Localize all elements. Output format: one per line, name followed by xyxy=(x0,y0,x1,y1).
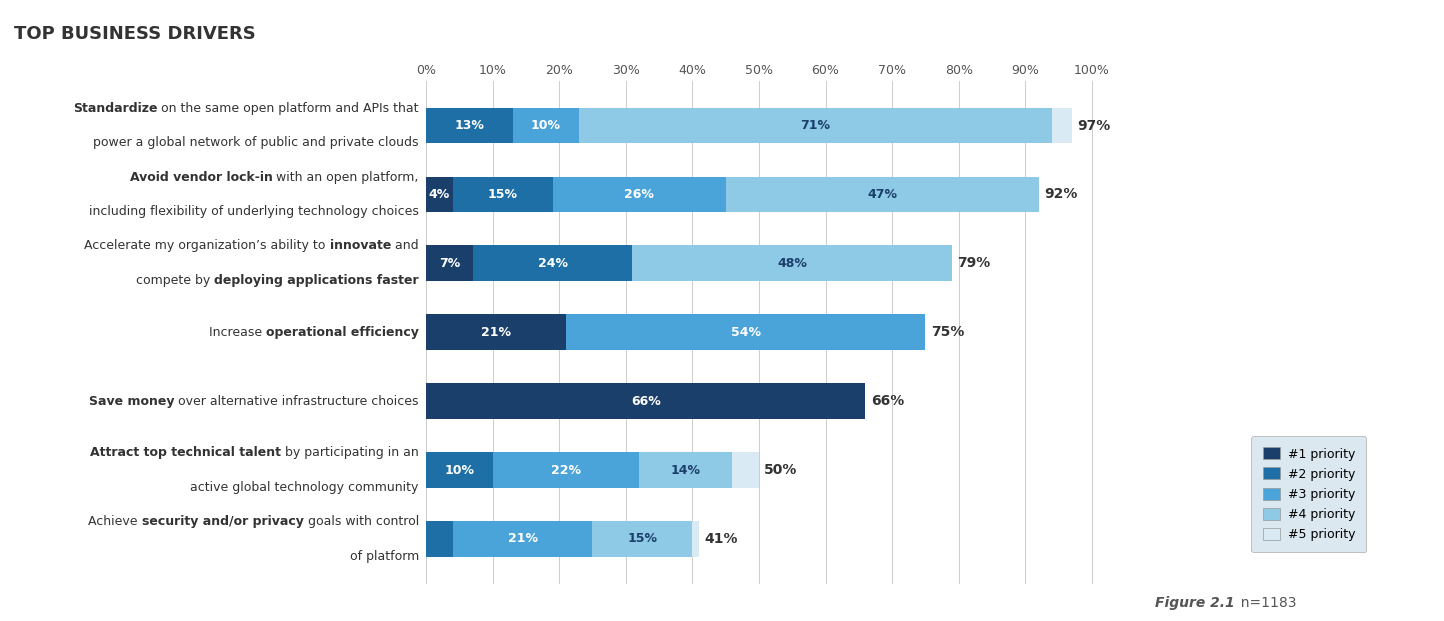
Bar xyxy=(513,107,579,143)
Text: Figure 2.1: Figure 2.1 xyxy=(1155,596,1235,610)
Text: 4%: 4% xyxy=(429,188,451,201)
Text: 26%: 26% xyxy=(624,188,654,201)
Text: on the same open platform and APIs that: on the same open platform and APIs that xyxy=(157,102,419,115)
Text: 21%: 21% xyxy=(481,326,511,338)
Text: deploying applications faster: deploying applications faster xyxy=(214,274,419,288)
Text: 66%: 66% xyxy=(871,394,904,408)
Bar xyxy=(692,521,699,557)
Bar xyxy=(553,176,726,212)
Bar xyxy=(426,107,513,143)
Bar xyxy=(579,107,1051,143)
Text: 50%: 50% xyxy=(764,463,797,477)
Bar xyxy=(732,452,760,488)
Text: and: and xyxy=(391,240,419,253)
Bar xyxy=(426,176,452,212)
Bar xyxy=(452,521,592,557)
Text: 79%: 79% xyxy=(957,256,991,270)
Text: including flexibility of underlying technology choices: including flexibility of underlying tech… xyxy=(90,206,419,219)
Text: 14%: 14% xyxy=(670,463,700,476)
Bar xyxy=(640,452,732,488)
Text: Achieve: Achieve xyxy=(88,515,142,528)
Text: innovate: innovate xyxy=(329,240,391,253)
Text: 54%: 54% xyxy=(731,326,761,338)
Text: Increase: Increase xyxy=(209,326,266,338)
Bar xyxy=(452,176,553,212)
Text: 66%: 66% xyxy=(631,394,660,407)
Bar xyxy=(426,314,566,350)
Text: security and/or privacy: security and/or privacy xyxy=(142,515,303,528)
Text: over alternative infrastructure choices: over alternative infrastructure choices xyxy=(175,394,419,407)
Text: 7%: 7% xyxy=(439,257,459,270)
Text: compete by: compete by xyxy=(136,274,214,288)
Text: 15%: 15% xyxy=(488,188,517,201)
Text: by participating in an: by participating in an xyxy=(282,446,419,459)
Bar xyxy=(1051,107,1071,143)
Text: 24%: 24% xyxy=(537,257,567,270)
Text: 15%: 15% xyxy=(627,532,657,545)
Text: Save money: Save money xyxy=(88,394,175,407)
Text: 97%: 97% xyxy=(1077,119,1110,132)
Text: 41%: 41% xyxy=(705,532,738,546)
Text: 71%: 71% xyxy=(800,119,830,132)
Text: 10%: 10% xyxy=(531,119,560,132)
Legend: #1 priority, #2 priority, #3 priority, #4 priority, #5 priority: #1 priority, #2 priority, #3 priority, #… xyxy=(1252,436,1366,552)
Text: Attract top technical talent: Attract top technical talent xyxy=(90,446,282,459)
Text: 75%: 75% xyxy=(931,325,965,339)
Bar xyxy=(566,314,926,350)
Bar xyxy=(426,383,865,419)
Text: n=1183: n=1183 xyxy=(1232,596,1297,610)
Text: power a global network of public and private clouds: power a global network of public and pri… xyxy=(94,137,419,150)
Text: 92%: 92% xyxy=(1044,188,1077,201)
Text: 47%: 47% xyxy=(868,188,897,201)
Text: of platform: of platform xyxy=(349,550,419,563)
Text: 21%: 21% xyxy=(507,532,537,545)
Bar xyxy=(726,176,1038,212)
Bar xyxy=(426,452,492,488)
Bar xyxy=(632,245,952,281)
Bar xyxy=(592,521,692,557)
Text: 13%: 13% xyxy=(455,119,484,132)
Text: Avoid vendor lock-in: Avoid vendor lock-in xyxy=(130,171,273,184)
Bar xyxy=(426,245,472,281)
Bar xyxy=(426,521,452,557)
Text: TOP BUSINESS DRIVERS: TOP BUSINESS DRIVERS xyxy=(14,25,256,43)
Text: operational efficiency: operational efficiency xyxy=(266,326,419,338)
Bar xyxy=(492,452,640,488)
Text: Standardize: Standardize xyxy=(72,102,157,115)
Text: active global technology community: active global technology community xyxy=(191,481,419,494)
Text: 48%: 48% xyxy=(777,257,807,270)
Text: 10%: 10% xyxy=(445,463,474,476)
Text: goals with control: goals with control xyxy=(303,515,419,528)
Text: with an open platform,: with an open platform, xyxy=(273,171,419,184)
Bar xyxy=(472,245,632,281)
Text: Accelerate my organization’s ability to: Accelerate my organization’s ability to xyxy=(84,240,329,253)
Text: 22%: 22% xyxy=(550,463,580,476)
